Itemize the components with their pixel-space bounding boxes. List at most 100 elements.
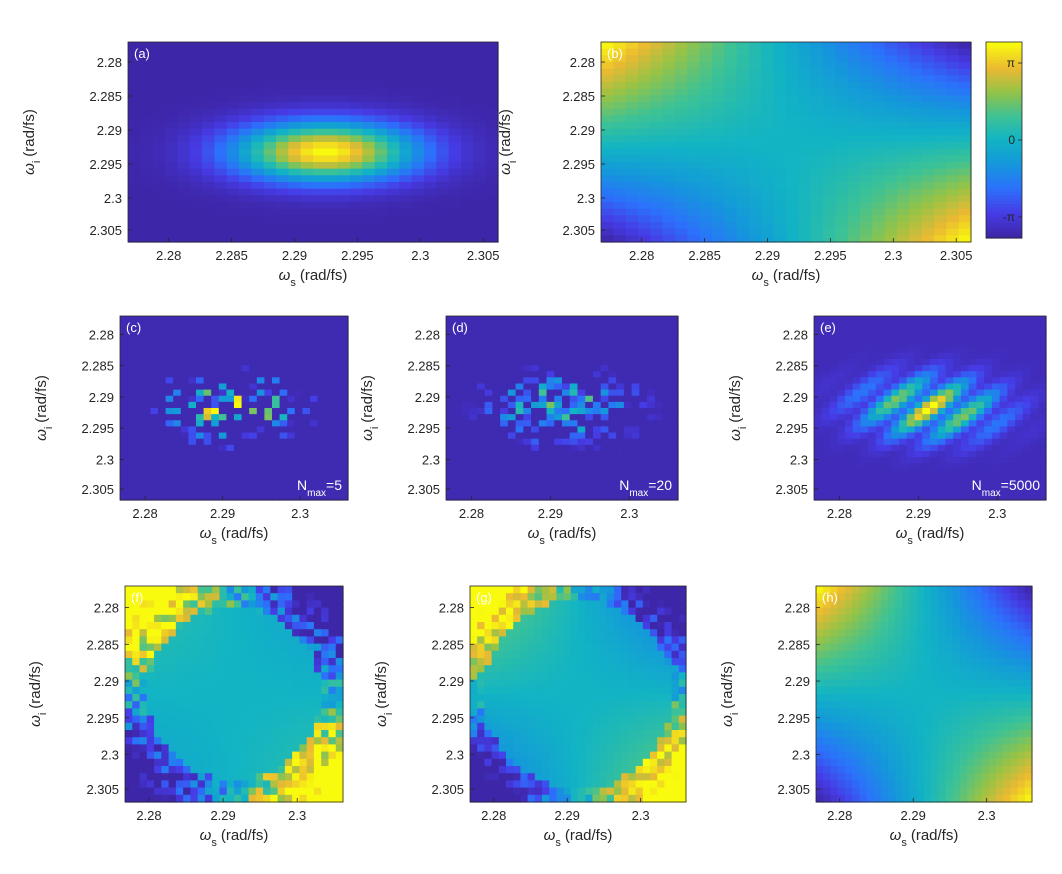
heatmap-cell <box>823 168 836 176</box>
heatmap-cell <box>914 371 923 378</box>
heatmap-cell <box>446 487 455 495</box>
heatmap-cell <box>835 128 849 136</box>
heatmap-cell <box>139 636 148 645</box>
y-axis-label: ωi(rad/fs) <box>359 375 381 441</box>
heatmap-cell <box>984 334 993 342</box>
heatmap-cell <box>953 334 962 342</box>
heatmap-cell <box>946 228 960 236</box>
heatmap-cell <box>299 622 308 630</box>
heatmap-cell <box>158 432 167 440</box>
heatmap-cell <box>132 607 141 616</box>
heatmap-cell <box>675 55 688 63</box>
heatmap-cell <box>387 62 400 70</box>
heatmap-cell <box>592 377 602 385</box>
heatmap-cell <box>399 235 413 243</box>
heatmap-cell <box>325 450 334 458</box>
heatmap-cell <box>158 377 167 385</box>
heatmap-cell <box>608 481 617 489</box>
heatmap-cell <box>891 438 900 446</box>
heatmap-cell <box>968 377 977 385</box>
heatmap-cell <box>883 395 892 403</box>
heatmap-cell <box>276 62 289 70</box>
heatmap-cell <box>897 42 910 50</box>
heatmap-cell <box>202 88 215 96</box>
heatmap-cell <box>337 202 351 210</box>
heatmap-cell <box>436 228 450 236</box>
heatmap-cell <box>670 487 679 495</box>
heatmap-cell <box>461 358 470 366</box>
heatmap-cell <box>387 95 400 103</box>
heatmap-cell <box>284 593 293 601</box>
heatmap-cell <box>196 352 205 360</box>
heatmap-cell <box>128 142 141 150</box>
heatmap-cell <box>616 426 625 434</box>
heatmap-cell <box>601 222 614 230</box>
heatmap-cell <box>937 377 947 385</box>
heatmap-cell <box>930 389 939 397</box>
heatmap-cell <box>180 377 189 385</box>
heatmap-cell <box>638 42 651 50</box>
heatmap-cell <box>798 148 812 156</box>
heatmap-cell <box>461 322 470 329</box>
heatmap-cell <box>332 414 341 421</box>
heatmap-cell <box>810 55 824 63</box>
heatmap-cell <box>821 414 831 421</box>
heatmap-cell <box>625 148 639 156</box>
heatmap-cell <box>313 643 322 652</box>
heatmap-cell <box>921 48 935 56</box>
heatmap-cell <box>317 377 326 385</box>
heatmap-cell <box>183 622 191 630</box>
heatmap-cell <box>473 235 487 243</box>
heatmap-cell <box>515 322 524 329</box>
heatmap-cell <box>608 371 617 378</box>
heatmap-cell <box>934 168 947 176</box>
heatmap-cell <box>899 414 908 421</box>
heatmap-cell <box>976 487 985 495</box>
heatmap-cell <box>272 316 281 323</box>
heatmap-cell <box>844 487 854 495</box>
heatmap-cell <box>608 346 617 354</box>
heatmap-cell <box>868 475 877 483</box>
heatmap-cell <box>306 586 315 594</box>
heatmap-cell <box>310 328 319 335</box>
heatmap-cell <box>211 420 220 427</box>
heatmap-cell <box>968 408 977 415</box>
heatmap-cell <box>152 188 166 196</box>
heatmap-cell <box>168 629 177 637</box>
heatmap-cell <box>313 168 326 176</box>
heatmap-cell <box>1038 358 1047 366</box>
heatmap-cell <box>577 395 586 403</box>
heatmap-cell <box>234 401 243 409</box>
heatmap-cell <box>631 408 640 415</box>
heatmap-cell <box>921 222 935 230</box>
heatmap-cell <box>135 481 144 489</box>
heatmap-cell <box>446 420 455 427</box>
heatmap-cell <box>937 346 947 354</box>
heatmap-cell <box>302 408 311 415</box>
heatmap-cell <box>152 235 166 243</box>
heatmap-cell <box>930 352 939 360</box>
heatmap-cell <box>248 600 257 609</box>
heatmap-cell <box>724 42 738 50</box>
heatmap-cell <box>821 487 831 495</box>
heatmap-cell <box>821 371 831 378</box>
heatmap-cell <box>810 62 824 70</box>
heatmap-cell <box>461 493 470 501</box>
heatmap-cell <box>930 463 939 470</box>
heatmap-cell <box>860 340 869 348</box>
heatmap-cell <box>234 346 243 354</box>
heatmap-cell <box>613 175 627 183</box>
heatmap-cell <box>638 148 651 156</box>
heatmap-cell <box>317 420 326 427</box>
heatmap-cell <box>914 426 923 434</box>
heatmap-cell <box>835 82 849 90</box>
heatmap-cell <box>868 408 877 415</box>
heatmap-cell <box>1007 450 1016 458</box>
heatmap-cell <box>158 371 167 378</box>
heatmap-cell <box>852 328 861 335</box>
heatmap-cell <box>142 450 151 458</box>
heatmap-cell <box>829 395 838 403</box>
heatmap-cell <box>773 228 787 236</box>
heatmap-cell <box>152 68 166 76</box>
heatmap-cell <box>211 426 220 434</box>
